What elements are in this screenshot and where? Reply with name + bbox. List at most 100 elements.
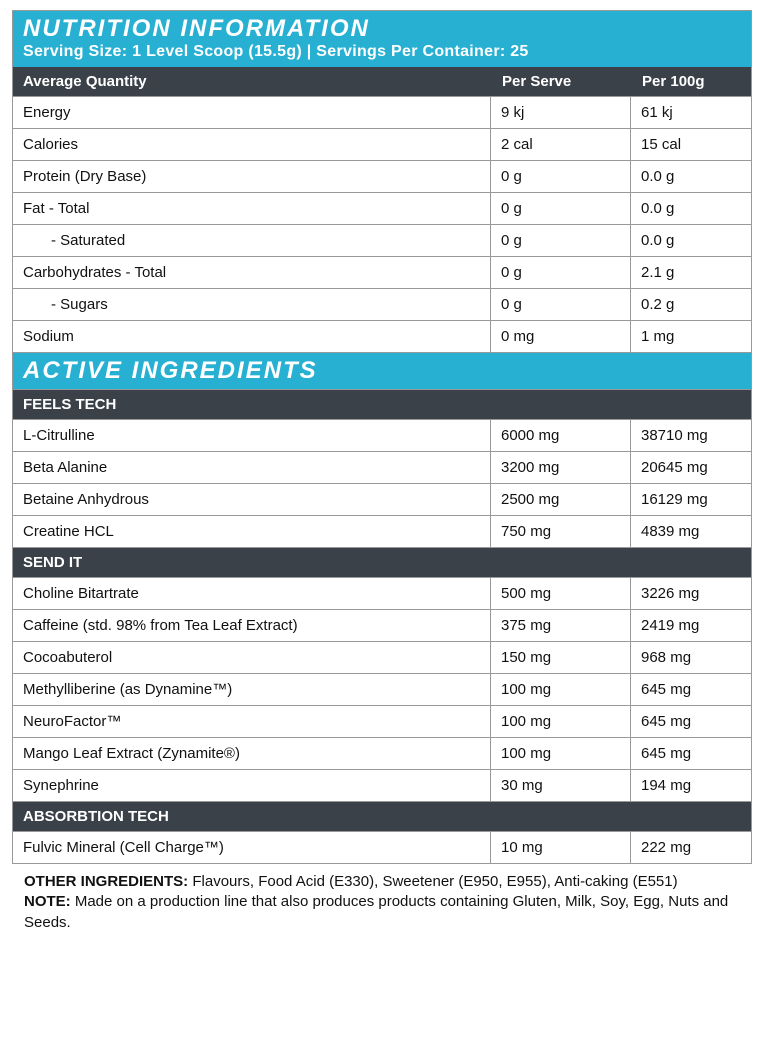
table-row: Fulvic Mineral (Cell Charge™)10 mg222 mg <box>13 831 751 863</box>
cell-name: NeuroFactor™ <box>13 706 491 737</box>
cell-per-100g: 15 cal <box>631 129 751 160</box>
col-header-name: Average Quantity <box>13 67 491 96</box>
header-active-ingredients: ACTIVE INGREDIENTS <box>13 352 751 389</box>
cell-name: - Sugars <box>13 289 491 320</box>
cell-name: Beta Alanine <box>13 452 491 483</box>
footer-notes: OTHER INGREDIENTS: Flavours, Food Acid (… <box>12 864 752 933</box>
table-row: Choline Bitartrate500 mg3226 mg <box>13 577 751 609</box>
ingredients-body: FEELS TECHL-Citrulline6000 mg38710 mgBet… <box>13 389 751 863</box>
table-row: Betaine Anhydrous2500 mg16129 mg <box>13 483 751 515</box>
col-header-per-100g: Per 100g <box>631 67 751 96</box>
cell-per-100g: 968 mg <box>631 642 751 673</box>
cell-per-100g: 2.1 g <box>631 257 751 288</box>
col-header-per-serve: Per Serve <box>491 67 631 96</box>
other-ingredients-text: Flavours, Food Acid (E330), Sweetener (E… <box>188 873 677 890</box>
cell-per-serve: 100 mg <box>491 706 631 737</box>
cell-per-serve: 150 mg <box>491 642 631 673</box>
table-row: Energy9 kj61 kj <box>13 96 751 128</box>
table-row: NeuroFactor™100 mg645 mg <box>13 705 751 737</box>
cell-per-serve: 0 g <box>491 225 631 256</box>
table-row: - Sugars0 g0.2 g <box>13 288 751 320</box>
table-row: Fat - Total0 g0.0 g <box>13 193 751 224</box>
column-headers: Average Quantity Per Serve Per 100g <box>13 67 751 96</box>
note-label: NOTE: <box>24 893 71 910</box>
row-group: Carbohydrates - Total0 g2.1 g- Sugars0 g… <box>13 256 751 320</box>
cell-per-100g: 222 mg <box>631 832 751 863</box>
cell-name: Creatine HCL <box>13 516 491 547</box>
cell-per-serve: 500 mg <box>491 578 631 609</box>
table-row: Creatine HCL750 mg4839 mg <box>13 515 751 547</box>
header-title-2: ACTIVE INGREDIENTS <box>23 357 741 385</box>
cell-per-serve: 9 kj <box>491 97 631 128</box>
cell-per-100g: 38710 mg <box>631 420 751 451</box>
cell-per-100g: 0.0 g <box>631 193 751 224</box>
cell-per-100g: 645 mg <box>631 674 751 705</box>
table-row: Sodium0 mg1 mg <box>13 320 751 352</box>
cell-name: Fat - Total <box>13 193 491 224</box>
cell-name: Mango Leaf Extract (Zynamite®) <box>13 738 491 769</box>
cell-per-serve: 10 mg <box>491 832 631 863</box>
cell-per-100g: 0.0 g <box>631 225 751 256</box>
table-row: Synephrine30 mg194 mg <box>13 769 751 801</box>
cell-name: Protein (Dry Base) <box>13 161 491 192</box>
cell-per-serve: 0 g <box>491 289 631 320</box>
header-nutrition: NUTRITION INFORMATION Serving Size: 1 Le… <box>13 11 751 67</box>
cell-per-serve: 30 mg <box>491 770 631 801</box>
cell-per-100g: 20645 mg <box>631 452 751 483</box>
cell-name: Carbohydrates - Total <box>13 257 491 288</box>
cell-name: Fulvic Mineral (Cell Charge™) <box>13 832 491 863</box>
cell-per-serve: 100 mg <box>491 674 631 705</box>
cell-per-serve: 3200 mg <box>491 452 631 483</box>
cell-per-100g: 2419 mg <box>631 610 751 641</box>
cell-per-serve: 2 cal <box>491 129 631 160</box>
cell-per-100g: 645 mg <box>631 738 751 769</box>
cell-name: Caffeine (std. 98% from Tea Leaf Extract… <box>13 610 491 641</box>
cell-per-serve: 6000 mg <box>491 420 631 451</box>
header-title-1: NUTRITION INFORMATION <box>23 15 741 43</box>
note-text: Made on a production line that also prod… <box>24 893 728 930</box>
cell-per-100g: 16129 mg <box>631 484 751 515</box>
cell-name: Choline Bitartrate <box>13 578 491 609</box>
table-row: Beta Alanine3200 mg20645 mg <box>13 451 751 483</box>
cell-per-serve: 0 g <box>491 193 631 224</box>
table-row: - Saturated0 g0.0 g <box>13 224 751 256</box>
cell-per-100g: 1 mg <box>631 321 751 352</box>
table-row: Carbohydrates - Total0 g2.1 g <box>13 257 751 288</box>
cell-name: Methylliberine (as Dynamine™) <box>13 674 491 705</box>
cell-per-serve: 0 mg <box>491 321 631 352</box>
cell-name: Energy <box>13 97 491 128</box>
cell-name: Sodium <box>13 321 491 352</box>
cell-name: Synephrine <box>13 770 491 801</box>
note-line: NOTE: Made on a production line that als… <box>24 892 740 933</box>
cell-per-100g: 3226 mg <box>631 578 751 609</box>
category-bar: SEND IT <box>13 547 751 577</box>
table-row: Caffeine (std. 98% from Tea Leaf Extract… <box>13 609 751 641</box>
cell-per-serve: 0 g <box>491 257 631 288</box>
cell-per-100g: 0.2 g <box>631 289 751 320</box>
cell-name: Calories <box>13 129 491 160</box>
cell-per-serve: 0 g <box>491 161 631 192</box>
cell-per-100g: 645 mg <box>631 706 751 737</box>
category-bar: FEELS TECH <box>13 389 751 419</box>
cell-name: Cocoabuterol <box>13 642 491 673</box>
nutrition-panel: NUTRITION INFORMATION Serving Size: 1 Le… <box>12 10 752 864</box>
cell-per-serve: 2500 mg <box>491 484 631 515</box>
serving-line: Serving Size: 1 Level Scoop (15.5g) | Se… <box>23 43 741 61</box>
cell-name: L-Citrulline <box>13 420 491 451</box>
table-row: Cocoabuterol150 mg968 mg <box>13 641 751 673</box>
cell-name: Betaine Anhydrous <box>13 484 491 515</box>
other-ingredients-line: OTHER INGREDIENTS: Flavours, Food Acid (… <box>24 872 740 892</box>
cell-per-100g: 4839 mg <box>631 516 751 547</box>
table-row: Calories2 cal15 cal <box>13 128 751 160</box>
table-row: Protein (Dry Base)0 g0.0 g <box>13 160 751 192</box>
table-row: Methylliberine (as Dynamine™)100 mg645 m… <box>13 673 751 705</box>
cell-per-100g: 0.0 g <box>631 161 751 192</box>
table-row: L-Citrulline6000 mg38710 mg <box>13 419 751 451</box>
cell-per-serve: 375 mg <box>491 610 631 641</box>
other-ingredients-label: OTHER INGREDIENTS: <box>24 873 188 890</box>
cell-name: - Saturated <box>13 225 491 256</box>
cell-per-serve: 750 mg <box>491 516 631 547</box>
cell-per-serve: 100 mg <box>491 738 631 769</box>
row-group: Fat - Total0 g0.0 g- Saturated0 g0.0 g <box>13 192 751 256</box>
cell-per-100g: 61 kj <box>631 97 751 128</box>
